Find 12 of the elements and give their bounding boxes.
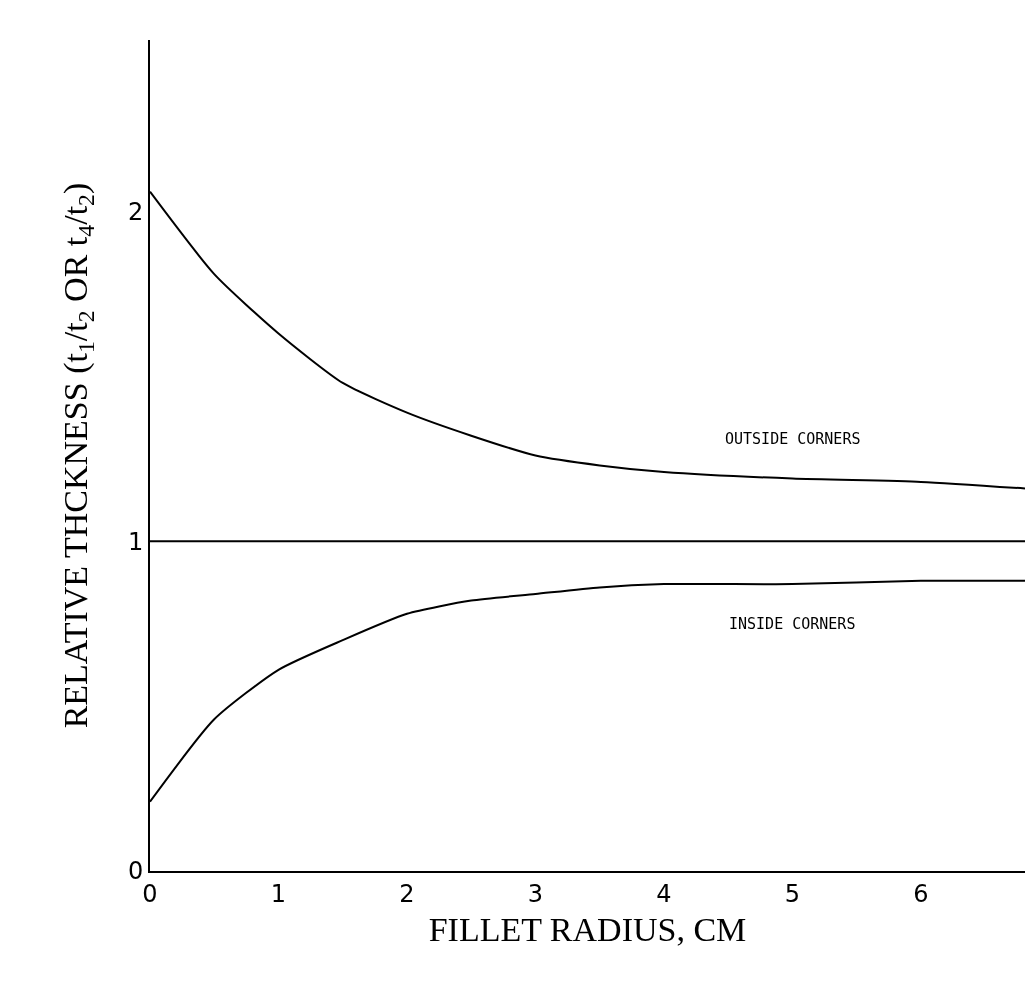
- y-tick-label: 0: [127, 857, 144, 886]
- x-tick-label: 1: [270, 879, 287, 908]
- x-tick-label: 6: [913, 879, 929, 908]
- x-axis-title: FILLET RADIUS, CM: [428, 910, 747, 948]
- y-tick-label: 1: [127, 527, 144, 556]
- x-tick-label: 2: [399, 879, 415, 908]
- y-tick-label: 2: [127, 197, 144, 226]
- x-tick-label: 3: [527, 879, 544, 908]
- x-tick-label: 5: [784, 879, 801, 908]
- series-label: OUTSIDE CORNERS: [725, 430, 861, 448]
- text: INSIDE CORNERS: [729, 615, 856, 633]
- x-tick-label: 4: [656, 879, 672, 908]
